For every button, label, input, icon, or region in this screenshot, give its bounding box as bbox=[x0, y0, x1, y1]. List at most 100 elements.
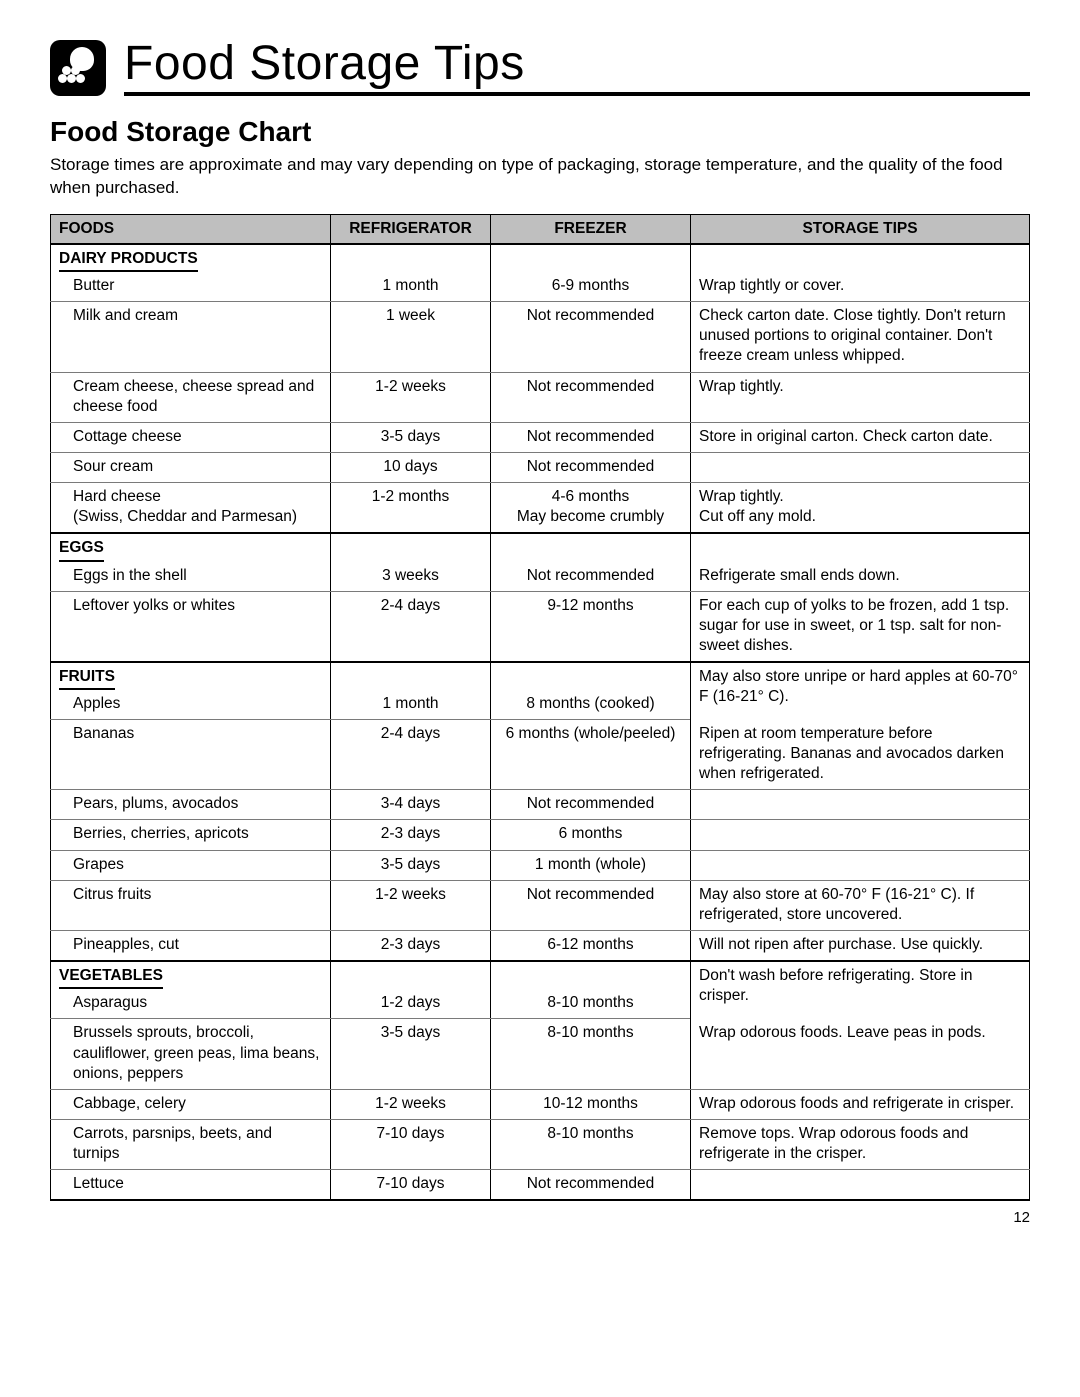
cell-food: Leftover yolks or whites bbox=[51, 591, 331, 662]
cell-food: Pears, plums, avocados bbox=[51, 790, 331, 820]
cell-ref: 1 month bbox=[331, 272, 491, 302]
table-row: Leftover yolks or whites2-4 days9-12 mon… bbox=[51, 591, 1030, 662]
cell-ref: 3 weeks bbox=[331, 562, 491, 592]
table-row: Pears, plums, avocados3-4 daysNot recomm… bbox=[51, 790, 1030, 820]
cell-ref: 1-2 days bbox=[331, 989, 491, 1019]
cell-frz: 8 months (cooked) bbox=[491, 690, 691, 720]
cell-tip: Wrap odorous foods. Leave peas in pods. bbox=[691, 1019, 1030, 1089]
category-label: DAIRY PRODUCTS bbox=[59, 249, 198, 272]
cell-tip: Store in original carton. Check carton d… bbox=[691, 422, 1030, 452]
cell-tip bbox=[691, 1170, 1030, 1201]
table-header-row: FOODS REFRIGERATOR FREEZER STORAGE TIPS bbox=[51, 214, 1030, 244]
category-label: VEGETABLES bbox=[59, 966, 163, 989]
cell-tip: May also store at 60-70° F (16-21° C). I… bbox=[691, 880, 1030, 930]
page-number: 12 bbox=[50, 1209, 1030, 1226]
cell-frz: 9-12 months bbox=[491, 591, 691, 662]
cell-frz: 6 months bbox=[491, 820, 691, 850]
category-label: FRUITS bbox=[59, 667, 115, 690]
page-title: Food Storage Tips bbox=[124, 40, 1030, 88]
table-row: Sour cream10 daysNot recommended bbox=[51, 453, 1030, 483]
cell-ref: 2-4 days bbox=[331, 591, 491, 662]
cell-food: Pineapples, cut bbox=[51, 931, 331, 962]
category-row: VEGETABLESDon't wash before refrigeratin… bbox=[51, 961, 1030, 989]
cell-food: Cabbage, celery bbox=[51, 1089, 331, 1119]
table-row: Citrus fruits1-2 weeksNot recommendedMay… bbox=[51, 880, 1030, 930]
table-row: Cottage cheese3-5 daysNot recommendedSto… bbox=[51, 422, 1030, 452]
table-row: Berries, cherries, apricots2-3 days6 mon… bbox=[51, 820, 1030, 850]
cell-tip: Wrap tightly.Cut off any mold. bbox=[691, 483, 1030, 534]
cell-ref: 7-10 days bbox=[331, 1170, 491, 1201]
cell-food: Milk and cream bbox=[51, 302, 331, 372]
cell-frz: Not recommended bbox=[491, 372, 691, 422]
category-row: DAIRY PRODUCTS bbox=[51, 244, 1030, 272]
cell-food: Carrots, parsnips, beets, and turnips bbox=[51, 1120, 331, 1170]
cell-ref: 3-5 days bbox=[331, 1019, 491, 1089]
table-row: Pineapples, cut2-3 days6-12 monthsWill n… bbox=[51, 931, 1030, 962]
table-row: Lettuce7-10 daysNot recommended bbox=[51, 1170, 1030, 1201]
cell-frz: 4-6 monthsMay become crumbly bbox=[491, 483, 691, 534]
cell-food: Berries, cherries, apricots bbox=[51, 820, 331, 850]
cell-tip: Check carton date. Close tightly. Don't … bbox=[691, 302, 1030, 372]
intro-text: Storage times are approximate and may va… bbox=[50, 154, 1030, 200]
cell-tip: Wrap tightly or cover. bbox=[691, 272, 1030, 302]
title-underline bbox=[124, 92, 1030, 96]
cell-ref: 1-2 weeks bbox=[331, 880, 491, 930]
cell-frz: Not recommended bbox=[491, 453, 691, 483]
cell-food: Apples bbox=[51, 690, 331, 720]
cell-frz: Not recommended bbox=[491, 302, 691, 372]
cell-frz: 8-10 months bbox=[491, 1019, 691, 1089]
food-storage-table: FOODS REFRIGERATOR FREEZER STORAGE TIPS … bbox=[50, 214, 1030, 1202]
cell-ref: 7-10 days bbox=[331, 1120, 491, 1170]
cell-food: Grapes bbox=[51, 850, 331, 880]
category-row: EGGS bbox=[51, 533, 1030, 561]
cell-ref: 2-4 days bbox=[331, 720, 491, 790]
cell-frz: 6-9 months bbox=[491, 272, 691, 302]
cell-food: Asparagus bbox=[51, 989, 331, 1019]
cell-tip: For each cup of yolks to be frozen, add … bbox=[691, 591, 1030, 662]
cell-food: Lettuce bbox=[51, 1170, 331, 1201]
cell-tip: Ripen at room temperature before refrige… bbox=[691, 720, 1030, 790]
table-row: Eggs in the shell3 weeksNot recommendedR… bbox=[51, 562, 1030, 592]
cell-frz: Not recommended bbox=[491, 790, 691, 820]
cell-tip: Don't wash before refrigerating. Store i… bbox=[691, 961, 1030, 1019]
section-title: Food Storage Chart bbox=[50, 116, 1030, 148]
cell-frz: 6 months (whole/peeled) bbox=[491, 720, 691, 790]
cell-food: Sour cream bbox=[51, 453, 331, 483]
table-row: Cream cheese, cheese spread and cheese f… bbox=[51, 372, 1030, 422]
cell-food: Hard cheese(Swiss, Cheddar and Parmesan) bbox=[51, 483, 331, 534]
cell-frz: 10-12 months bbox=[491, 1089, 691, 1119]
table-row: Hard cheese(Swiss, Cheddar and Parmesan)… bbox=[51, 483, 1030, 534]
cell-frz: 1 month (whole) bbox=[491, 850, 691, 880]
cell-tip: Will not ripen after purchase. Use quick… bbox=[691, 931, 1030, 962]
cell-tip: Refrigerate small ends down. bbox=[691, 562, 1030, 592]
table-row: Carrots, parsnips, beets, and turnips7-1… bbox=[51, 1120, 1030, 1170]
cell-ref: 3-5 days bbox=[331, 422, 491, 452]
col-storage-tips: STORAGE TIPS bbox=[691, 214, 1030, 244]
cell-tip: Wrap odorous foods and refrigerate in cr… bbox=[691, 1089, 1030, 1119]
cell-food: Cream cheese, cheese spread and cheese f… bbox=[51, 372, 331, 422]
cell-tip: May also store unripe or hard apples at … bbox=[691, 662, 1030, 720]
cell-ref: 2-3 days bbox=[331, 820, 491, 850]
cell-frz: Not recommended bbox=[491, 880, 691, 930]
cell-frz: 8-10 months bbox=[491, 1120, 691, 1170]
table-row: Cabbage, celery1-2 weeks10-12 monthsWrap… bbox=[51, 1089, 1030, 1119]
cell-frz: 8-10 months bbox=[491, 989, 691, 1019]
table-row: Brussels sprouts, broccoli, cauliflower,… bbox=[51, 1019, 1030, 1089]
cell-frz: 6-12 months bbox=[491, 931, 691, 962]
cell-food: Brussels sprouts, broccoli, cauliflower,… bbox=[51, 1019, 331, 1089]
col-freezer: FREEZER bbox=[491, 214, 691, 244]
cell-tip bbox=[691, 453, 1030, 483]
cell-food: Bananas bbox=[51, 720, 331, 790]
cell-food: Eggs in the shell bbox=[51, 562, 331, 592]
cell-ref: 10 days bbox=[331, 453, 491, 483]
cell-tip bbox=[691, 850, 1030, 880]
cell-ref: 3-4 days bbox=[331, 790, 491, 820]
cell-tip: Wrap tightly. bbox=[691, 372, 1030, 422]
cell-ref: 1-2 weeks bbox=[331, 372, 491, 422]
cell-ref: 1-2 months bbox=[331, 483, 491, 534]
cell-frz: Not recommended bbox=[491, 562, 691, 592]
cell-food: Cottage cheese bbox=[51, 422, 331, 452]
table-row: Grapes3-5 days1 month (whole) bbox=[51, 850, 1030, 880]
cell-frz: Not recommended bbox=[491, 422, 691, 452]
col-foods: FOODS bbox=[51, 214, 331, 244]
